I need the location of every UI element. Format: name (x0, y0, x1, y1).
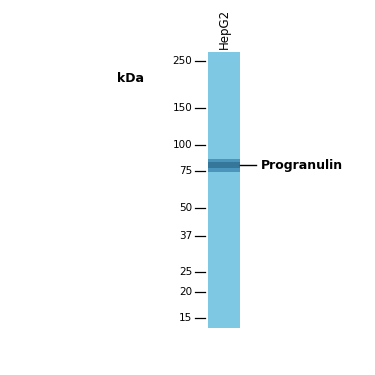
Text: 20: 20 (179, 287, 192, 297)
Text: HepG2: HepG2 (217, 9, 231, 50)
Text: Progranulin: Progranulin (261, 159, 343, 172)
Text: 250: 250 (172, 56, 192, 66)
Text: 50: 50 (179, 203, 192, 213)
Bar (208, 159, 240, 171)
Text: 25: 25 (179, 267, 192, 277)
Text: 75: 75 (179, 166, 192, 176)
Bar (208, 162, 240, 168)
Text: 37: 37 (179, 231, 192, 241)
Text: kDa: kDa (117, 72, 144, 85)
Text: 150: 150 (172, 103, 192, 112)
Text: 15: 15 (179, 314, 192, 323)
Text: 100: 100 (172, 140, 192, 150)
